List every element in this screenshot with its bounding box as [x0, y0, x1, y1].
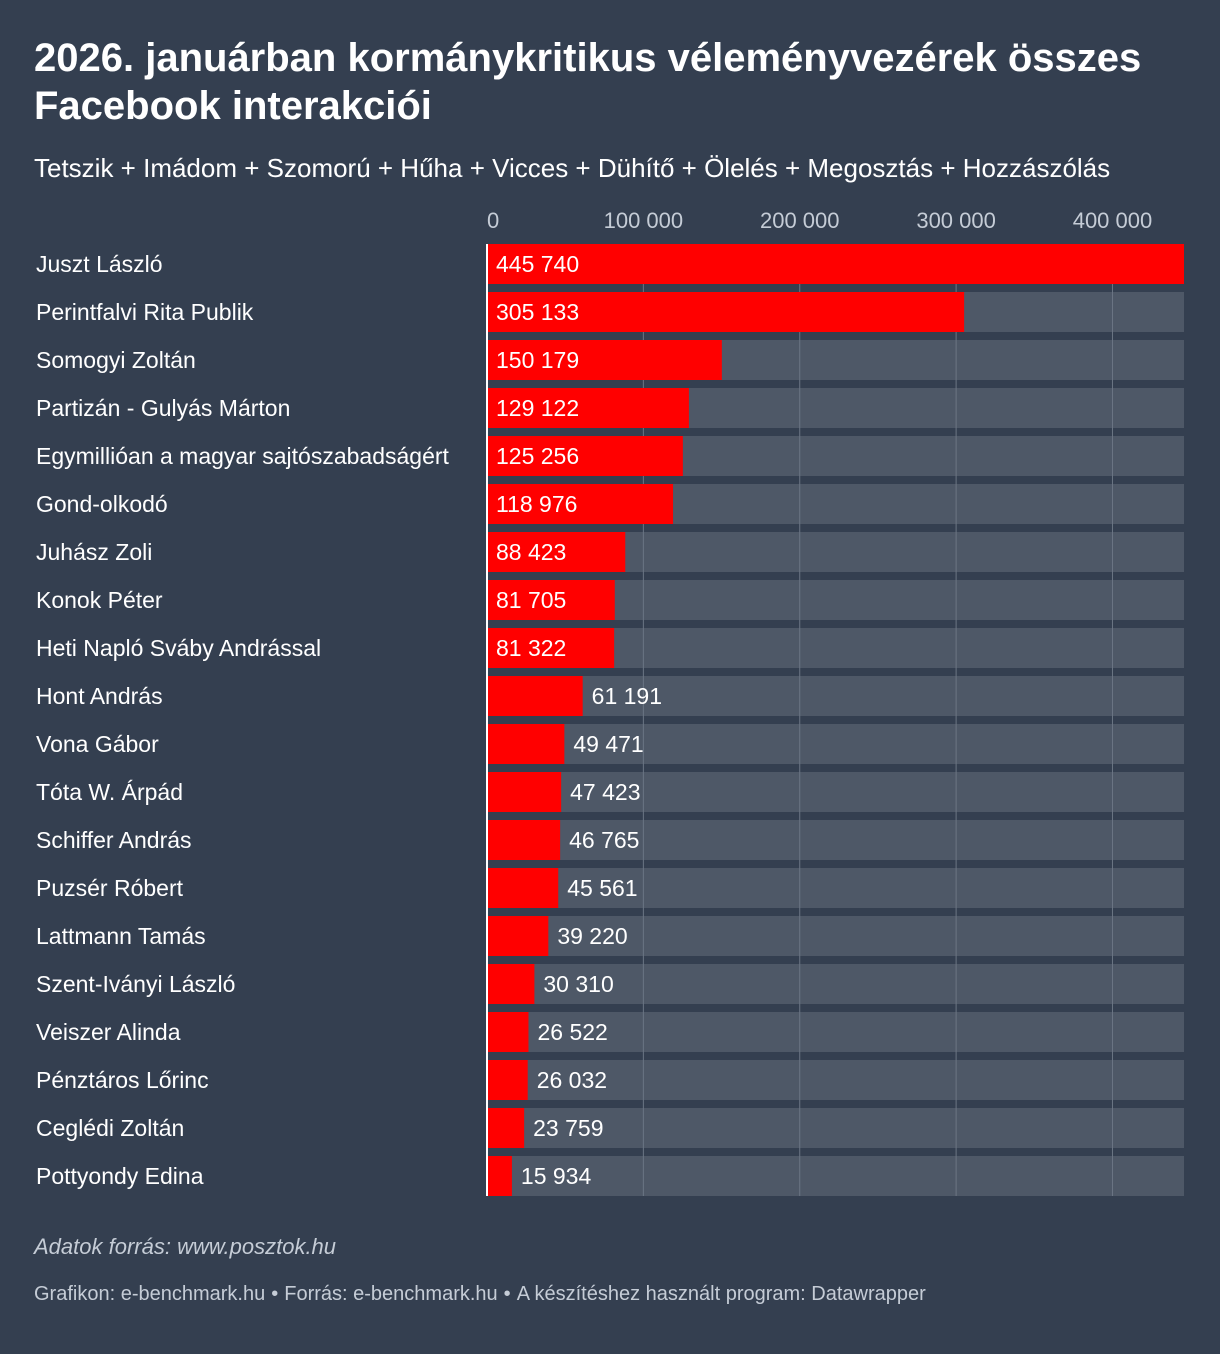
category-label: Puzsér Róbert	[36, 875, 184, 901]
bar-track	[487, 964, 1184, 1004]
bar	[487, 1060, 528, 1100]
category-label: Hont András	[36, 683, 163, 709]
category-label: Schiffer András	[36, 827, 192, 853]
bar-track	[487, 676, 1184, 716]
value-label: 88 423	[496, 539, 566, 565]
category-label: Juhász Zoli	[36, 539, 152, 565]
data-source-note: Adatok forrás: www.posztok.hu	[34, 1234, 337, 1259]
bar	[487, 484, 674, 524]
bar-track	[487, 1156, 1184, 1196]
footer-source: Forrás: e-benchmark.hu	[284, 1283, 498, 1305]
category-label: Somogyi Zoltán	[36, 347, 196, 373]
value-label: 23 759	[533, 1115, 603, 1141]
bar	[487, 868, 559, 908]
bar-track	[487, 820, 1184, 860]
bar-track	[487, 868, 1184, 908]
bar	[487, 388, 689, 428]
x-tick-label: 100 000	[604, 208, 684, 233]
category-label: Konok Péter	[36, 587, 163, 613]
bar	[487, 964, 535, 1004]
category-label: Szent-Iványi László	[36, 971, 235, 997]
value-label: 45 561	[567, 875, 637, 901]
category-label: Vona Gábor	[36, 731, 159, 757]
x-tick-label: 400 000	[1073, 208, 1153, 233]
x-tick-label: 200 000	[760, 208, 840, 233]
value-label: 46 765	[569, 827, 639, 853]
footer-separator: •	[503, 1283, 511, 1305]
bar	[487, 1012, 529, 1052]
value-label: 81 322	[496, 635, 566, 661]
bar	[487, 772, 562, 812]
footer-separator: •	[271, 1283, 279, 1305]
bar-track	[487, 772, 1184, 812]
value-label: 118 976	[496, 491, 577, 517]
value-label: 26 522	[537, 1019, 607, 1045]
value-label: 39 220	[557, 923, 627, 949]
bar	[487, 532, 626, 572]
bar	[487, 244, 1184, 284]
value-label: 125 256	[496, 443, 579, 469]
value-label: 445 740	[496, 251, 579, 277]
category-label: Tóta W. Árpád	[36, 779, 183, 805]
bar	[487, 340, 722, 380]
category-label: Pénztáros Lőrinc	[36, 1067, 209, 1093]
category-label: Pottyondy Edina	[36, 1163, 204, 1189]
bar	[487, 1156, 512, 1196]
category-label: Veiszer Alinda	[36, 1019, 181, 1045]
value-label: 26 032	[537, 1067, 607, 1093]
value-label: 81 705	[496, 587, 566, 613]
footer: Grafikon: e-benchmark.hu • Forrás: e-bench…	[34, 1283, 926, 1306]
category-label: Juszt László	[36, 251, 163, 277]
category-label: Perintfalvi Rita Publik	[36, 299, 254, 325]
bar-track	[487, 916, 1184, 956]
category-label: Egymillióan a magyar sajtószabadságért	[36, 443, 450, 469]
value-label: 61 191	[592, 683, 662, 709]
bar-chart: 0 100 000 200 000 300 000 400 000 Juszt Lászl…	[36, 208, 1184, 1196]
bar-track	[487, 1012, 1184, 1052]
x-tick-label: 0	[487, 208, 499, 233]
chart-title: 2026. januárban kormánykritikus vélemény…	[34, 36, 1142, 128]
category-label: Gond-olkodó	[36, 491, 168, 517]
category-label: Ceglédi Zoltán	[36, 1115, 184, 1141]
value-label: 49 471	[573, 731, 643, 757]
category-label: Partizán - Gulyás Márton	[36, 395, 290, 421]
category-label: Heti Napló Sváby Andrással	[36, 635, 321, 661]
footer-program: A készítéshez használt program: Datawrap…	[516, 1283, 926, 1305]
bar	[487, 916, 549, 956]
bar	[487, 676, 583, 716]
value-label: 15 934	[521, 1163, 592, 1189]
bar	[487, 292, 965, 332]
value-label: 129 122	[496, 395, 579, 421]
bar-track	[487, 724, 1184, 764]
bar	[487, 436, 683, 476]
bar	[487, 1108, 525, 1148]
value-label: 305 133	[496, 299, 579, 325]
chart-subtitle: Tetszik + Imádom + Szomorú + Hűha + Vicc…	[34, 153, 1111, 183]
category-label: Lattmann Tamás	[36, 923, 206, 949]
value-label: 47 423	[570, 779, 640, 805]
x-tick-label: 300 000	[916, 208, 996, 233]
bar	[487, 820, 561, 860]
value-label: 150 179	[496, 347, 579, 373]
value-label: 30 310	[543, 971, 613, 997]
bar	[487, 724, 565, 764]
bar-track	[487, 1108, 1184, 1148]
bar	[487, 628, 615, 668]
footer-graphic: Grafikon: e-benchmark.hu	[34, 1283, 266, 1305]
bar	[487, 580, 615, 620]
bar-track	[487, 1060, 1184, 1100]
